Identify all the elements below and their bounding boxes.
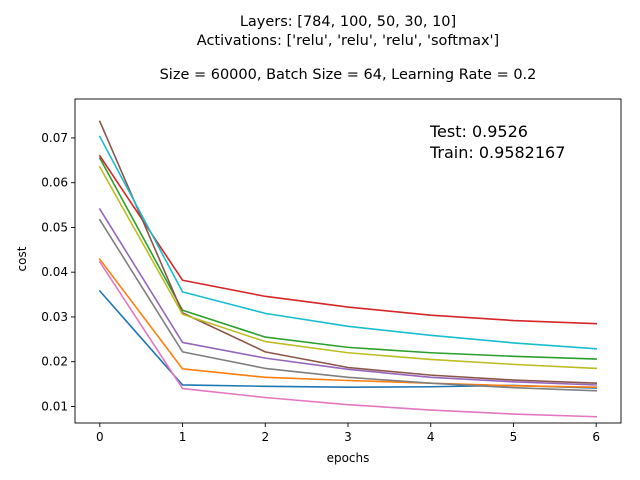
series-line-2 <box>98 258 597 389</box>
y-tick-label: 0.01 <box>41 399 68 413</box>
series-line-5 <box>98 207 598 386</box>
title-line-4: Size = 60000, Batch Size = 64, Learning … <box>160 67 537 83</box>
y-axis-label: cost <box>15 246 29 271</box>
y-tick-label: 0.02 <box>41 355 68 369</box>
y-tick-label: 0.07 <box>41 131 68 145</box>
x-tick-label: 2 <box>261 430 269 444</box>
x-tick-label: 1 <box>179 430 187 444</box>
series-line-8 <box>98 218 598 392</box>
series-line-10 <box>98 135 598 350</box>
series-line-7 <box>98 260 598 418</box>
x-tick-label: 0 <box>96 430 104 444</box>
series-line-9 <box>98 165 598 370</box>
y-tick-label: 0.04 <box>41 265 68 279</box>
series-layer <box>98 120 598 418</box>
title-line-1: Layers: [784, 100, 50, 30, 10] <box>240 14 456 30</box>
y-tick-label: 0.05 <box>41 220 68 234</box>
chart-title: Layers: [784, 100, 50, 30, 10] Activatio… <box>160 14 537 83</box>
title-line-2: Activations: ['relu', 'relu', 'relu', 's… <box>197 33 499 49</box>
axes-layer: 0 1 2 3 4 5 6 0.01 0.02 0.03 0.04 0.05 0.06 0.07 <box>41 98 622 444</box>
y-tick-label: 0.06 <box>41 176 68 190</box>
y-tick-label: 0.03 <box>41 310 68 324</box>
train-score-annotation: Train: 0.9582167 <box>429 143 565 162</box>
test-score-annotation: Test: 0.9526 <box>429 122 528 141</box>
x-axis-label: epochs <box>327 451 370 465</box>
series-line-3 <box>98 156 598 360</box>
x-tick-label: 3 <box>344 430 352 444</box>
x-tick-label: 6 <box>592 430 600 444</box>
series-line-4 <box>98 154 598 325</box>
x-tick-label: 4 <box>427 430 435 444</box>
x-tick-label: 5 <box>510 430 518 444</box>
score-annotation: Test: 0.9526 Train: 0.9582167 <box>429 122 565 162</box>
